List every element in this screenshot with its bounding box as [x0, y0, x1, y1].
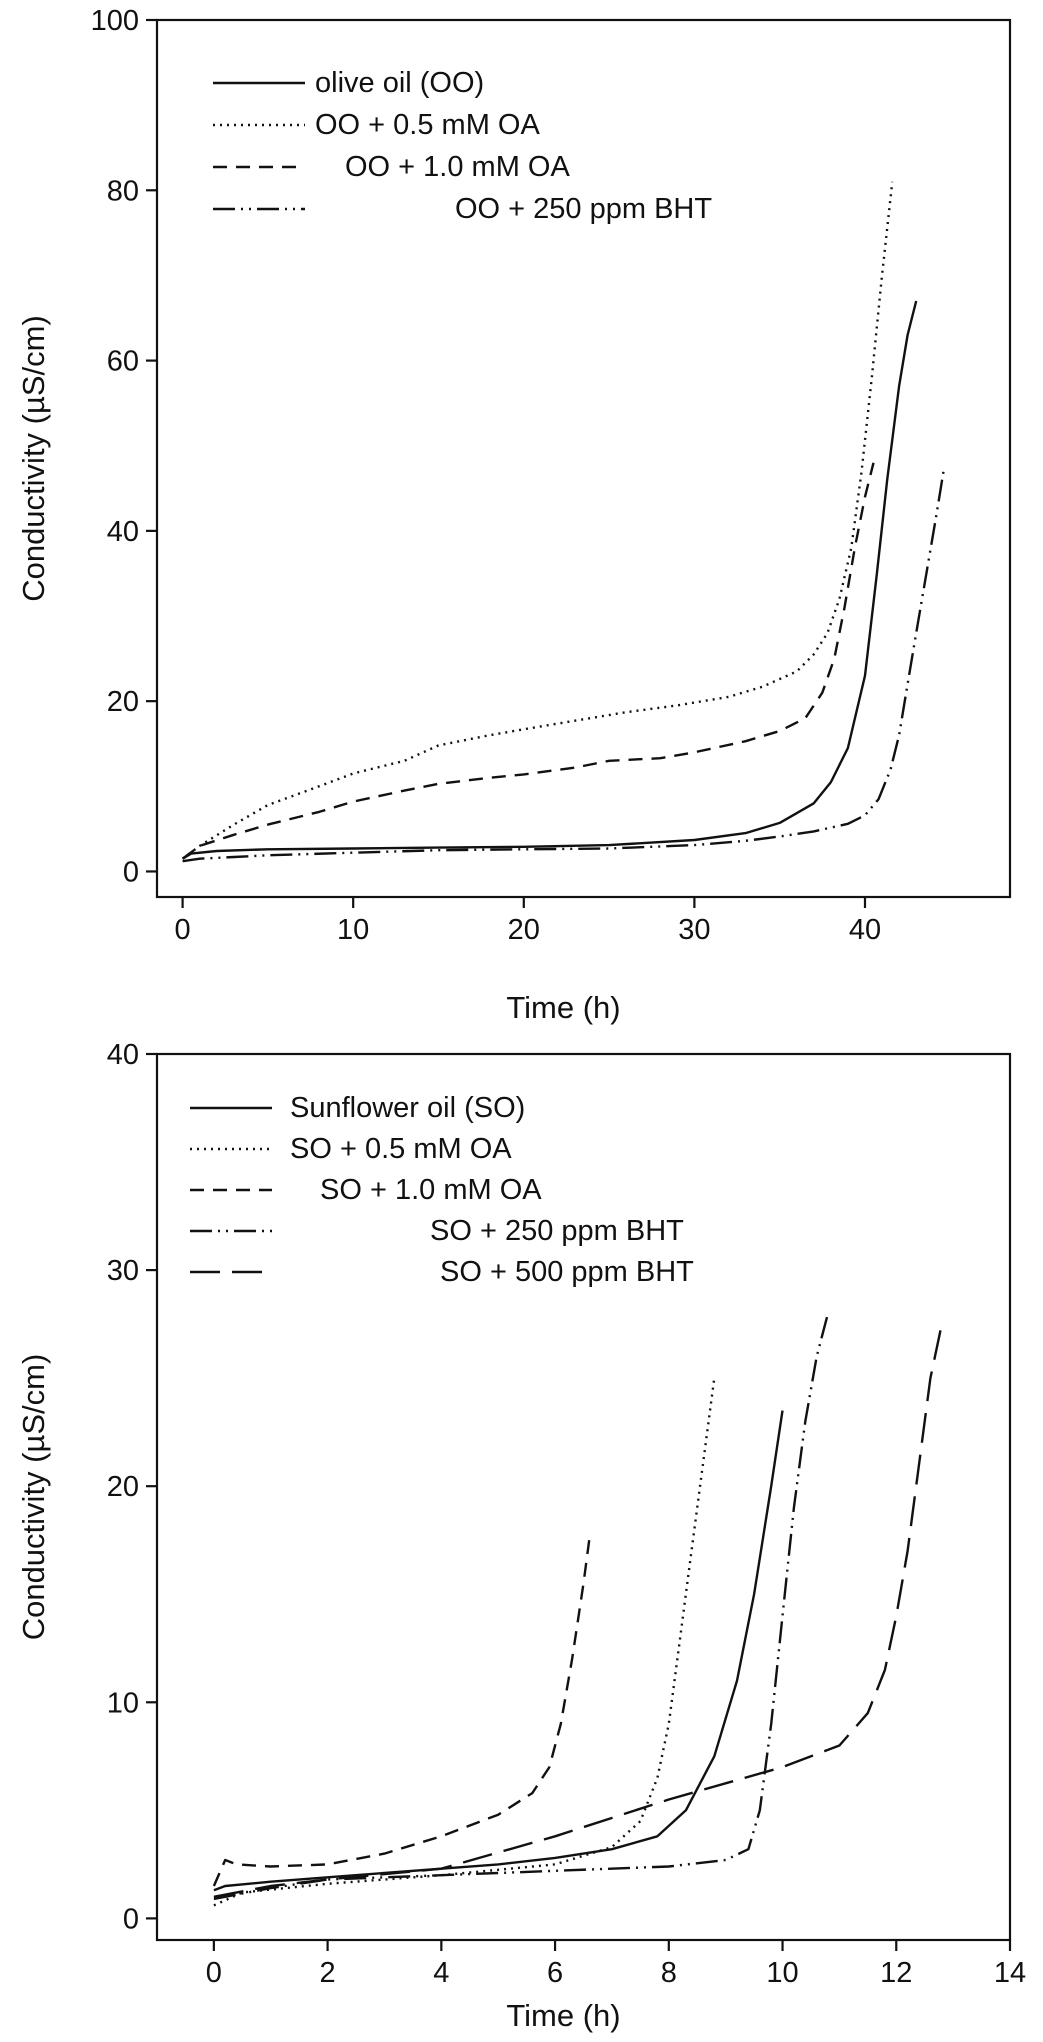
x-tick-label: 0 [206, 1957, 222, 1989]
y-tick-label: 80 [107, 175, 139, 207]
x-axis-title: Time (h) [506, 1998, 620, 2033]
y-tick-label: 30 [107, 1255, 139, 1287]
y-tick-label: 40 [107, 1039, 139, 1071]
chart-sunflower-oil: 0 2 4 6 8 10 12 14 0 10 20 30 40 Time (h) Conductivity… [16, 1039, 1026, 2033]
y-tick-label: 60 [107, 346, 139, 378]
x-tick-label: 12 [880, 1957, 912, 1989]
legend-label: olive oil (OO) [315, 67, 484, 99]
y-tick-label: 10 [107, 1687, 139, 1719]
legend-label: SO + 1.0 mM OA [320, 1174, 542, 1206]
plot-frame [155, 1052, 1012, 1942]
legend-label: SO + 0.5 mM OA [290, 1133, 512, 1165]
series-line [213, 1377, 716, 1907]
x-tick-label: 10 [766, 1957, 798, 1989]
y-axis-title: Conductivity (µS/cm) [16, 1354, 51, 1641]
legend-label: OO + 250 ppm BHT [455, 193, 712, 225]
x-tick-label: 40 [849, 914, 881, 946]
legend-label: Sunflower oil (SO) [290, 1092, 525, 1124]
series-line [213, 1323, 943, 1898]
series-line [212, 1540, 591, 1887]
series-line [182, 471, 945, 863]
series-line [181, 300, 918, 860]
legend-label: OO + 0.5 mM OA [315, 109, 540, 141]
legend-label: SO + 250 ppm BHT [430, 1215, 684, 1247]
series-line [213, 1410, 784, 1892]
y-axis-title: Conductivity (µS/cm) [16, 315, 51, 602]
chart-olive-oil: 0 10 20 30 40 0 20 40 60 80 100 Time (h) Conductivit… [16, 5, 1012, 1025]
y-tick-label: 100 [91, 5, 139, 37]
x-tick-label: 0 [175, 914, 191, 946]
plot-frame [155, 18, 1012, 899]
x-tick-label: 4 [433, 1957, 449, 1989]
y-tick-label: 20 [107, 686, 139, 718]
legend-label: OO + 1.0 mM OA [345, 151, 570, 183]
x-tick-label: 30 [678, 914, 710, 946]
x-tick-label: 2 [320, 1957, 336, 1989]
x-tick-label: 8 [661, 1957, 677, 1989]
legend-label: SO + 500 ppm BHT [440, 1256, 694, 1288]
series-line [213, 1312, 830, 1901]
x-tick-label: 10 [337, 914, 369, 946]
x-tick-label: 6 [547, 1957, 563, 1989]
x-tick-label: 14 [994, 1957, 1026, 1989]
x-tick-label: 20 [508, 914, 540, 946]
legend: Sunflower oil (SO) SO + 0.5 mM OA SO + 1.0… [190, 1092, 694, 1288]
y-tick-label: 0 [123, 1903, 139, 1935]
x-axis-title: Time (h) [506, 990, 620, 1025]
series-line [181, 462, 875, 860]
series-line [181, 181, 894, 860]
y-tick-label: 40 [107, 516, 139, 548]
legend: olive oil (OO) OO + 0.5 mM OA OO + 1.0 mM … [213, 67, 712, 225]
y-tick-label: 20 [107, 1471, 139, 1503]
y-tick-label: 0 [123, 856, 139, 888]
